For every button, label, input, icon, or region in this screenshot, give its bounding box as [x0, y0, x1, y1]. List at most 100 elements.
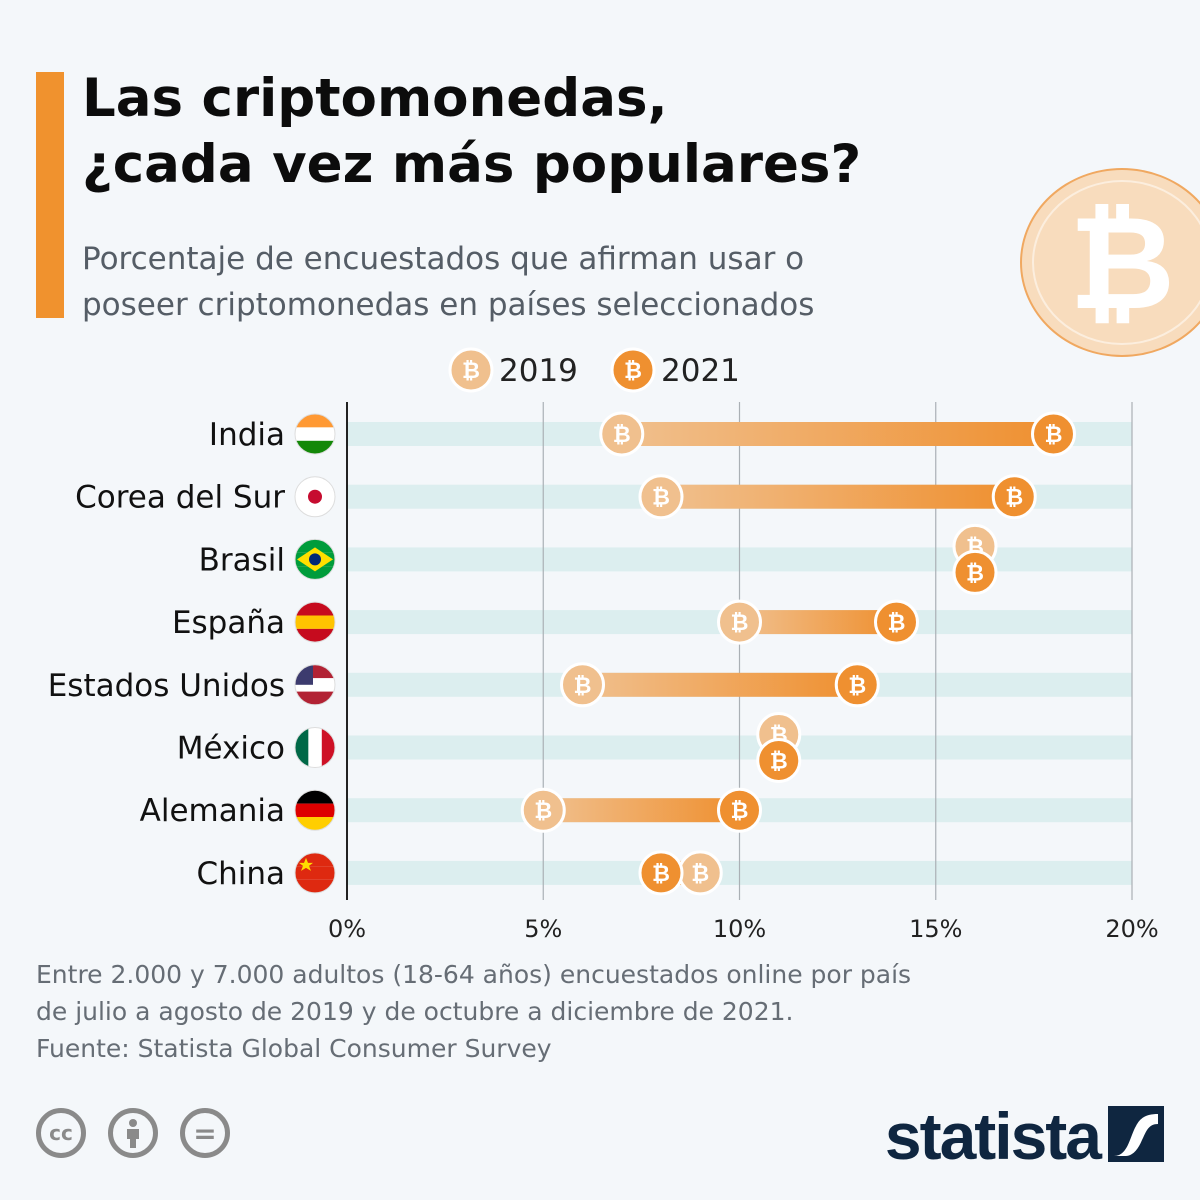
- person-icon: [127, 1119, 139, 1148]
- range-bar: [621, 422, 1054, 446]
- flag-stripes: [295, 664, 335, 705]
- stripe: [295, 628, 335, 643]
- legend-label-2019: 2019: [499, 353, 578, 389]
- bitcoin-glyph: ₿: [652, 862, 670, 887]
- stripe: [295, 803, 335, 817]
- flag-icon: [294, 413, 336, 455]
- emblem: [309, 553, 321, 566]
- bitcoin-glyph: ₿: [731, 799, 749, 824]
- subtitle: Porcentaje de encuestados que afirman us…: [82, 236, 814, 328]
- bitcoin-glyph: ₿: [888, 611, 906, 636]
- range-bar: [582, 672, 858, 697]
- flag-stripes: [295, 727, 335, 768]
- x-tick-label: 15%: [909, 915, 962, 943]
- no-derivatives-icon[interactable]: =: [180, 1108, 230, 1158]
- stripe: [295, 691, 335, 705]
- stripe: [295, 503, 335, 517]
- range-bar: [543, 798, 740, 823]
- flag-border: [294, 664, 336, 706]
- flag-icon: [294, 476, 336, 518]
- stripe: [295, 866, 335, 880]
- x-tick-label: 10%: [713, 915, 766, 943]
- stripe: [308, 727, 322, 768]
- bitcoin-glyph: ₿: [731, 611, 749, 636]
- coin-2019: ₿: [560, 662, 605, 708]
- stripe: [295, 817, 335, 831]
- flag-border: [294, 413, 336, 455]
- emblem: [308, 489, 322, 504]
- coin-2019: ₿: [638, 474, 684, 520]
- bitcoin-glyph: ₿: [652, 486, 670, 511]
- flag-stripes: [295, 790, 335, 831]
- coin-circle: [520, 787, 566, 833]
- coin-2021: ₿: [756, 738, 802, 783]
- stripe: [295, 476, 335, 491]
- flag-icon: [294, 664, 336, 706]
- range-bar: [661, 484, 1015, 509]
- bitcoin-glyph: ₿: [534, 799, 552, 824]
- flag-stripes: [295, 539, 335, 580]
- coin-circle: [560, 662, 605, 708]
- page-title: Las criptomonedas, ¿cada vez más populare…: [82, 66, 861, 198]
- cc-label: cc: [49, 1121, 73, 1145]
- coin-circle: [756, 738, 802, 783]
- flag-stripes: [295, 476, 335, 517]
- stripe: [295, 602, 335, 616]
- statista-logo[interactable]: statista: [884, 1099, 1102, 1173]
- coin-circle: [952, 549, 998, 595]
- stripe: [295, 539, 335, 553]
- x-tick-label: 20%: [1105, 915, 1158, 943]
- stripe: [321, 727, 335, 768]
- footnote: Entre 2.000 y 7.000 adultos (18-64 años)…: [36, 956, 911, 1030]
- flag-border: [294, 852, 336, 894]
- flag-border: [294, 789, 336, 831]
- flag-icon: [294, 601, 336, 643]
- x-tick-label: 5%: [524, 915, 562, 943]
- coin-2019: ₿: [599, 411, 645, 457]
- cc-icon[interactable]: cc: [36, 1108, 86, 1158]
- coin-circle: [874, 599, 919, 645]
- bitcoin-glyph: ₿: [462, 359, 480, 384]
- flag-border: [294, 601, 336, 643]
- bitcoin-glyph: ₿: [574, 674, 592, 699]
- coin-2019: ₿: [677, 850, 723, 896]
- coin-circle: [448, 347, 494, 393]
- subtitle-line-2: poseer criptomonedas en países seleccion…: [82, 287, 815, 323]
- stripe: [295, 615, 335, 629]
- statista-logo-mark: [1108, 1106, 1164, 1162]
- subtitle-line-1: Porcentaje de encuestados que afirman us…: [82, 241, 805, 277]
- country-label: Brasil: [199, 542, 285, 578]
- coin-circle: [834, 662, 880, 708]
- country-label: India: [209, 417, 285, 453]
- stripe: [295, 727, 309, 768]
- country-label: España: [172, 605, 285, 641]
- note-line-1: Entre 2.000 y 7.000 adultos (18-64 años)…: [36, 960, 912, 989]
- country-label: Estados Unidos: [48, 668, 285, 704]
- source: Fuente: Statista Global Consumer Survey: [36, 1034, 552, 1063]
- nd-label: =: [193, 1116, 217, 1150]
- coin-2021: ₿: [952, 549, 998, 595]
- coin-circle: [717, 787, 762, 833]
- flag-icon: [294, 538, 336, 580]
- bitcoin-icon: ₿: [1020, 168, 1200, 357]
- coin-circle: [638, 474, 684, 520]
- coin-2021: ₿: [1031, 411, 1076, 457]
- title-line-1: Las criptomonedas,: [82, 68, 668, 129]
- flag-icon: [294, 789, 336, 831]
- bitcoin-glyph: ₿: [848, 674, 866, 699]
- flag-icon: [294, 727, 336, 768]
- legend-label-2021: 2021: [661, 353, 740, 389]
- coin-2021: ₿: [834, 662, 880, 708]
- stripe: [295, 790, 335, 804]
- accent-bar: [36, 72, 64, 318]
- stripe: [295, 427, 335, 441]
- coin-2019: ₿: [717, 599, 762, 645]
- bitcoin-glyph: ₿: [770, 750, 788, 775]
- attribution-icon[interactable]: [108, 1108, 158, 1158]
- country-label: México: [177, 731, 285, 767]
- flag-border: [294, 476, 336, 518]
- coin-circle: [1031, 411, 1076, 457]
- range-bar: [739, 610, 897, 635]
- flag-stripes: [295, 602, 335, 643]
